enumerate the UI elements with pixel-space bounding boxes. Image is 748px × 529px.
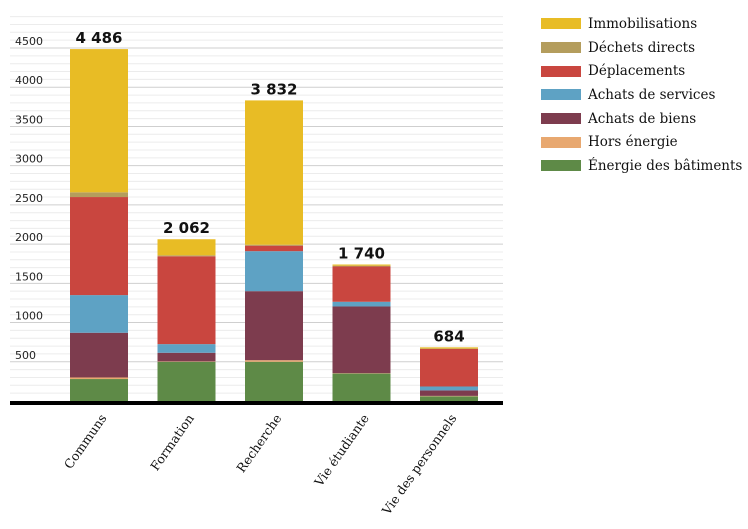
bar-segment (420, 386, 478, 391)
legend-swatch (541, 136, 581, 148)
bar-segment (157, 239, 216, 256)
legend-label: Hors énergie (588, 134, 678, 151)
legend-item: Immobilisations (541, 12, 742, 36)
legend-label: Énergie des bâtiments (588, 157, 743, 174)
bar-segment (332, 301, 391, 307)
legend-label: Déplacements (588, 63, 686, 80)
legend-item: Déchets directs (541, 36, 742, 60)
legend-swatch (541, 65, 581, 77)
y-tick-label: 4500 (15, 35, 43, 48)
y-tick-label: 1500 (15, 270, 43, 283)
legend: Immobilisations Déchets directs Déplacemen… (541, 12, 742, 178)
legend-swatch (541, 89, 581, 101)
legend-swatch (541, 42, 581, 54)
bar-segment (332, 306, 391, 374)
bar-segment (245, 251, 303, 292)
legend-swatch (541, 18, 581, 30)
bar-segment (70, 377, 128, 380)
legend-item: Hors énergie (541, 130, 742, 154)
y-axis: 500 1000 1500 2000 2500 3000 3500 4000 4500 (15, 35, 43, 362)
y-tick-label: 3000 (15, 153, 43, 166)
legend-item: Déplacements (541, 59, 742, 83)
bar-total-label: 2 062 (163, 219, 210, 237)
bar-total-label: 3 832 (251, 80, 298, 98)
bar-segment (420, 348, 478, 387)
bar-segment (332, 265, 391, 267)
legend-label: Achats de biens (588, 110, 697, 127)
y-tick-label: 2000 (15, 231, 43, 244)
bar-segment (245, 291, 303, 361)
y-tick-label: 2500 (15, 192, 43, 205)
x-tick-label: Recherche (233, 411, 284, 475)
bar-segment (157, 352, 216, 362)
x-tick-label: Formation (147, 411, 197, 473)
bar-segment (70, 332, 128, 378)
bar-segment (70, 192, 128, 198)
y-tick-label: 4000 (15, 74, 43, 87)
legend-label: Déchets directs (588, 39, 696, 56)
legend-label: Immobilisations (588, 15, 698, 32)
bar-segment (332, 266, 391, 302)
bar-segment (70, 295, 128, 333)
legend-item: Énergie des bâtiments (541, 154, 742, 178)
x-axis-labels: Communs Formation Recherche Vie étudiante Vi… (61, 411, 460, 518)
bar-total-label: 4 486 (76, 29, 123, 47)
bar-segment (70, 379, 128, 401)
bar-segment (70, 49, 128, 193)
legend-label: Achats de services (588, 86, 716, 103)
y-tick-label: 500 (15, 349, 36, 362)
bar-segment (245, 100, 303, 245)
legend-item: Achats de biens (541, 107, 742, 131)
bar-segment (245, 244, 303, 246)
y-tick-label: 3500 (15, 113, 43, 126)
x-tick-label: Communs (61, 411, 110, 471)
bar-segment (420, 390, 478, 396)
bar-segment (245, 360, 303, 362)
x-tick-label: Vie des personnels (378, 411, 459, 518)
bar-segment (70, 197, 128, 296)
bar-segment (332, 264, 391, 266)
bar-segment (157, 256, 216, 345)
bar-total-label: 684 (433, 327, 464, 345)
bars (70, 49, 478, 401)
bar-segment (245, 361, 303, 401)
bar-segment (245, 245, 303, 252)
legend-swatch (541, 160, 581, 172)
bar-segment (157, 255, 216, 257)
bar-segment (420, 347, 478, 349)
y-tick-label: 1000 (15, 310, 43, 323)
x-tick-label: Vie étudiante (311, 411, 372, 490)
bar-totals: 4 486 2 062 3 832 1 740 684 (76, 29, 465, 345)
bar-segment (420, 396, 478, 401)
bar-segment (332, 373, 391, 401)
bar-segment (157, 344, 216, 353)
bar-segment (157, 361, 216, 401)
bar-total-label: 1 740 (338, 245, 385, 263)
legend-swatch (541, 113, 581, 125)
legend-item: Achats de services (541, 83, 742, 107)
